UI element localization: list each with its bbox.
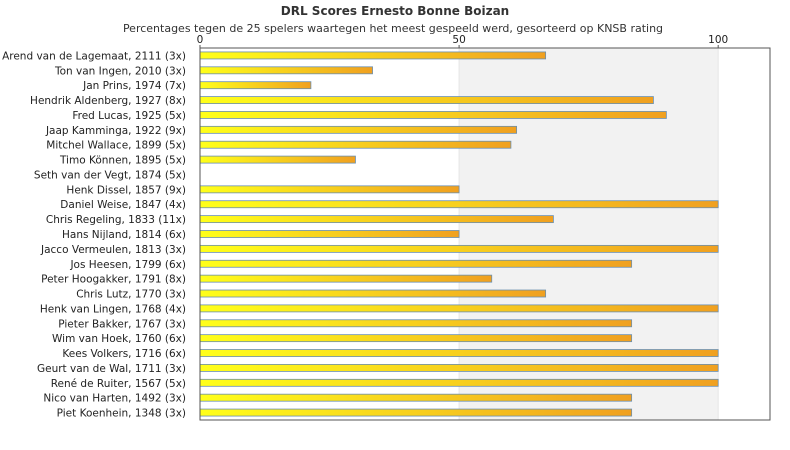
- category-label: Ton van Ingen, 2010 (3x): [54, 65, 186, 77]
- category-label: Jan Prins, 1974 (7x): [82, 80, 186, 92]
- x-tick-label: 100: [708, 34, 728, 46]
- bar: [199, 274, 493, 283]
- category-label: Henk van Lingen, 1768 (4x): [40, 303, 186, 315]
- shaded-bands: [459, 48, 719, 420]
- bar: [199, 111, 667, 119]
- category-label: Fred Lucas, 1925 (5x): [72, 110, 186, 122]
- bar: [199, 140, 512, 149]
- bar: [199, 125, 518, 134]
- bar: [199, 289, 547, 298]
- category-label: Mitchel Wallace, 1899 (5x): [46, 140, 186, 152]
- bar: [199, 81, 312, 90]
- category-label: Chris Regeling, 1833 (11x): [46, 214, 186, 226]
- category-label: Piet Koenhein, 1348 (3x): [57, 408, 186, 420]
- bar: [199, 259, 633, 268]
- bar: [199, 96, 654, 104]
- bar: [199, 244, 719, 253]
- category-label: Henk Dissel, 1857 (9x): [66, 184, 186, 196]
- category-label: Timo Können, 1895 (5x): [59, 155, 186, 167]
- bar: [199, 155, 356, 164]
- category-label: Pieter Bakker, 1767 (3x): [58, 318, 186, 330]
- x-tick-label: 0: [197, 34, 204, 46]
- bar: [199, 230, 460, 238]
- bar: [199, 66, 373, 75]
- bar: [199, 215, 554, 224]
- bar: [199, 319, 633, 328]
- category-label: Hans Nijland, 1814 (6x): [62, 229, 186, 241]
- bar: [199, 334, 633, 343]
- bar: [199, 349, 719, 357]
- plot-area-frame: [199, 47, 771, 421]
- bar: [199, 200, 719, 209]
- category-label: Wim van Hoek, 1760 (6x): [52, 333, 186, 345]
- category-label: Hendrik Aldenberg, 1927 (8x): [30, 95, 186, 107]
- category-label: René de Ruiter, 1567 (5x): [51, 378, 186, 390]
- bar: [199, 408, 633, 417]
- shaded-band-0: [459, 48, 719, 420]
- category-label: Jaap Kamminga, 1922 (9x): [45, 125, 186, 137]
- category-label: Jos Heesen, 1799 (6x): [69, 259, 186, 271]
- category-label: Arend van de Lagemaat, 2111 (3x): [2, 50, 186, 62]
- category-label: Nico van Harten, 1492 (3x): [43, 393, 186, 405]
- category-label: Geurt van de Wal, 1711 (3x): [37, 363, 186, 375]
- category-label: Chris Lutz, 1770 (3x): [76, 289, 186, 301]
- bar: [199, 304, 719, 313]
- bar: [199, 51, 547, 60]
- bar: [199, 185, 460, 194]
- category-label: Daniel Weise, 1847 (4x): [60, 199, 186, 211]
- chart-title: DRL Scores Ernesto Bonne Boizan: [281, 4, 509, 18]
- bar: [199, 393, 633, 402]
- chart-subtitle: Percentages tegen de 25 spelers waartege…: [123, 22, 663, 35]
- category-label: Seth van der Vegt, 1874 (5x): [34, 169, 186, 181]
- category-label: Jacco Vermeulen, 1813 (3x): [40, 244, 186, 256]
- bar: [199, 364, 719, 372]
- category-label: Peter Hoogakker, 1791 (8x): [41, 274, 186, 286]
- bars: [199, 51, 719, 417]
- x-tick-label: 50: [452, 34, 465, 46]
- category-labels: Arend van de Lagemaat, 2111 (3x) Ton van …: [2, 50, 186, 419]
- category-label: Kees Volkers, 1716 (6x): [62, 348, 186, 360]
- bar: [199, 378, 719, 387]
